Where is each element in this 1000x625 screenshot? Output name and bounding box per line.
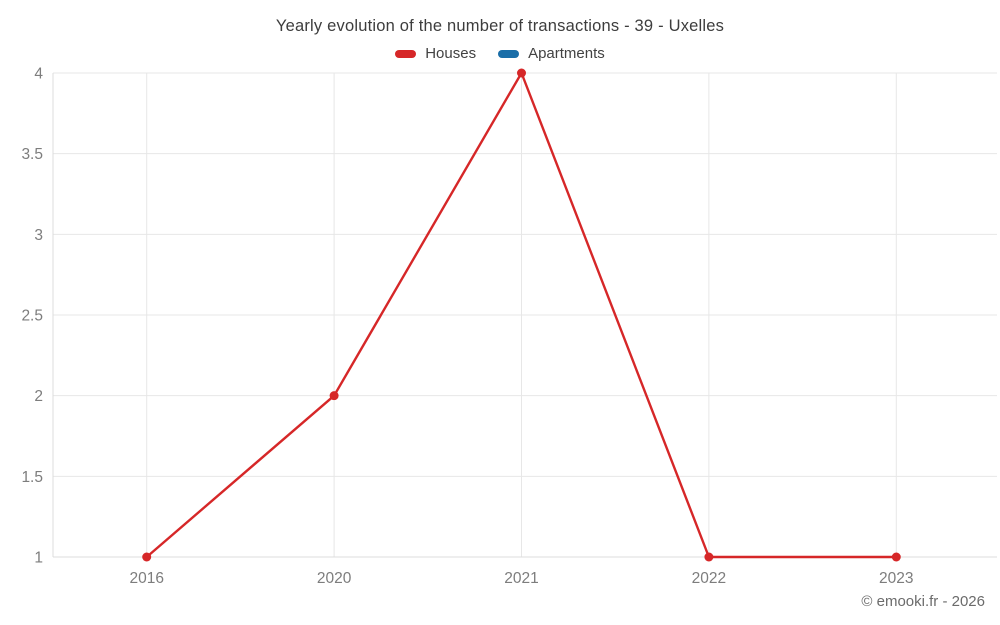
data-point-houses[interactable]	[517, 68, 526, 78]
chart-title: Yearly evolution of the number of transa…	[275, 17, 725, 35]
data-point-houses[interactable]	[142, 552, 152, 562]
y-tick-label: 1.5	[21, 469, 43, 486]
y-tick-label: 3.5	[21, 146, 43, 163]
x-tick-label: 2023	[879, 570, 913, 587]
legend-label: Houses	[425, 45, 477, 62]
legend-item-houses[interactable]: Houses	[395, 45, 476, 62]
y-tick-label: 2.5	[21, 308, 43, 325]
chart-legend: Houses Apartments	[0, 45, 1000, 62]
legend-swatch-houses	[395, 49, 417, 58]
legend-swatch-apartments	[498, 49, 520, 58]
x-tick-label: 2020	[317, 570, 352, 587]
data-point-houses[interactable]	[704, 552, 714, 562]
legend-item-apartments[interactable]: Apartments	[498, 45, 605, 62]
y-tick-label: 2	[34, 388, 43, 405]
footer-credit: © emooki.fr - 2026	[861, 593, 985, 610]
y-tick-label: 4	[34, 66, 43, 83]
x-tick-label: 2021	[504, 570, 538, 587]
y-tick-label: 1	[34, 550, 43, 567]
x-tick-label: 2022	[692, 570, 726, 587]
x-tick-label: 2016	[129, 570, 163, 587]
legend-label: Apartments	[528, 45, 605, 62]
data-point-houses[interactable]	[329, 391, 339, 401]
y-tick-label: 3	[34, 227, 43, 244]
data-point-houses[interactable]	[891, 552, 901, 562]
